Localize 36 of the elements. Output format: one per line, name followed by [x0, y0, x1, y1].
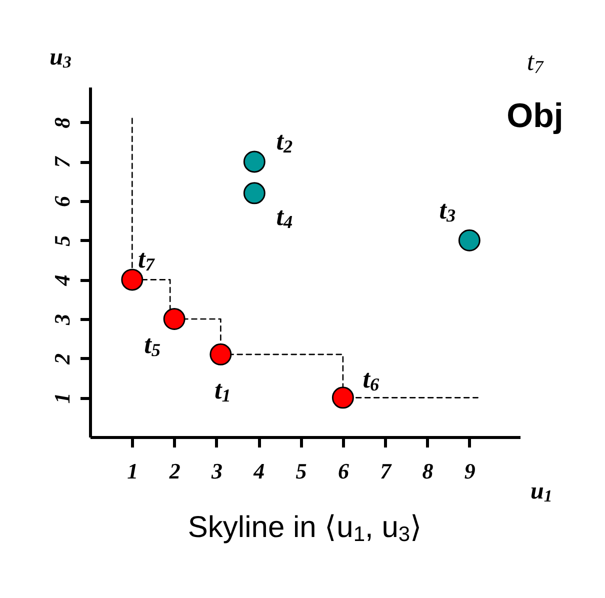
point: [458, 229, 480, 252]
text: Skyline in ⟨u$_{1}$, u$_{3}$⟩: [188, 511, 422, 546]
y-tick-label: 8: [50, 117, 74, 128]
annotation: t$_{6}$: [362, 364, 380, 395]
y-tick-label: 2: [50, 353, 74, 366]
x-tick-label: 7: [380, 458, 392, 484]
x-tick-label: 4: [252, 458, 265, 484]
point: [163, 308, 186, 330]
annotation: t$_{4}$: [276, 202, 293, 232]
x-axis-title: u$_{1}$: [530, 478, 552, 506]
annotation: t$_{7}$: [138, 244, 156, 275]
text: t$_{7}$: [526, 47, 544, 78]
x-tick-label: 8: [422, 458, 434, 484]
y-axis-title: u$_{3}$: [50, 44, 72, 72]
point: [243, 150, 266, 173]
annotation: t$_{5}$: [144, 330, 160, 360]
x-tick-label: 3: [210, 458, 222, 484]
y-tick-label: 4: [50, 274, 74, 287]
point: [332, 386, 354, 409]
annotation: Obj: [506, 97, 564, 135]
point: [243, 182, 266, 204]
x-tick-label: 2: [168, 458, 180, 484]
y-tick-label: 3: [50, 314, 74, 326]
x-tick-label: 5: [296, 458, 307, 484]
y-tick-label: 6: [50, 196, 74, 208]
x-tick-label: 9: [464, 458, 476, 484]
annotation: t$_{1}$: [214, 375, 231, 406]
x-tick-label: 1: [127, 458, 138, 484]
y-tick-label: 5: [50, 235, 74, 246]
y-tick-label: 7: [50, 156, 74, 168]
annotation: t$_{3}$: [439, 195, 456, 226]
x-tick-label: 6: [338, 458, 349, 484]
point: [121, 268, 144, 291]
annotation: t$_{2}$: [276, 126, 293, 157]
point: [210, 343, 232, 366]
y-tick-label: 1: [50, 392, 74, 404]
